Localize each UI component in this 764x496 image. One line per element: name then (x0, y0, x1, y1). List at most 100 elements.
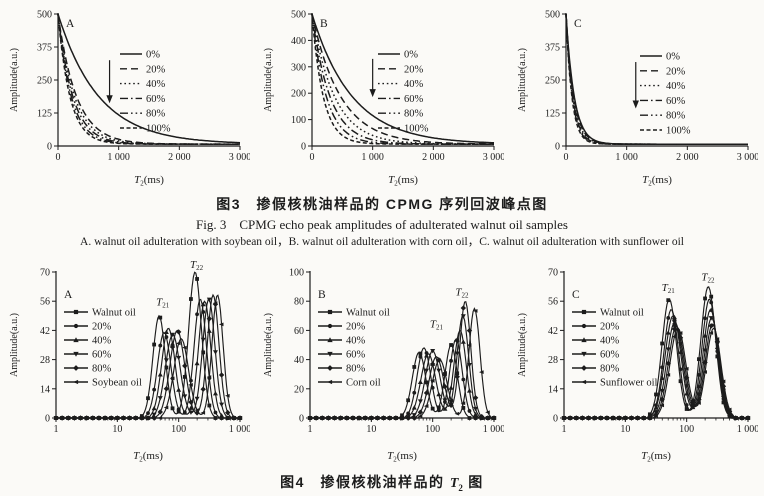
triangle-left-marker (647, 416, 652, 420)
triangle-up-marker (708, 307, 714, 312)
y-tick-label: 400 (291, 36, 306, 47)
triangle-left-marker (622, 416, 628, 420)
series-0% (565, 13, 748, 145)
series-Soybean oil (53, 294, 242, 420)
x-tick-label: 100 (679, 424, 694, 435)
y-tick-label: 70 (548, 268, 558, 279)
triangle-up-marker (157, 372, 163, 377)
triangle-left-marker (485, 410, 490, 415)
triangle-left-marker (472, 308, 478, 313)
y-axis-ticks: 0 14 28 42 56 70 (548, 268, 564, 425)
square-marker (158, 315, 163, 320)
series-100% (565, 13, 748, 145)
legend-label: Corn oil (346, 378, 381, 389)
triangle-up-marker (170, 341, 176, 346)
series-line (565, 13, 748, 145)
triangle-left-marker (163, 405, 169, 410)
y-tick-label: 60 (294, 326, 304, 337)
triangle-left-marker (182, 345, 187, 350)
y-axis-ticks: 0 20 40 60 80 100 (289, 268, 310, 425)
x-axis-ticks: 1 10 100 1 000 (308, 418, 504, 435)
circle-marker (176, 407, 181, 412)
triangle-left-marker (591, 416, 597, 420)
triangle-left-marker (126, 416, 132, 420)
legend: Walnut oil 20% 40% 60% 80% Corn oil (318, 308, 390, 389)
triangle-left-marker (573, 416, 579, 420)
series-line (311, 13, 495, 144)
fig3-caption-note: A. walnut oil adulteration with soybean … (80, 236, 684, 248)
triangle-left-marker (65, 416, 71, 420)
triangle-left-marker (733, 416, 738, 420)
triangle-left-marker (677, 331, 683, 335)
fig3-panel-b-chart: 0 100 200 300 400 500 0 1 000 2 000 3 000 Amplitud… (263, 10, 504, 188)
y-tick-label: 14 (548, 384, 558, 395)
triangle-left-marker (479, 370, 484, 375)
y-axis-title: Amplitude(a.u.) (263, 313, 274, 377)
square-marker (412, 365, 417, 369)
circle-marker (678, 367, 683, 372)
square-marker (170, 406, 175, 411)
y-tick-label: 0 (45, 414, 50, 425)
circle-marker (406, 411, 411, 416)
y-tick-label: 0 (553, 414, 558, 425)
triangle-down-marker (659, 388, 665, 394)
x-axis-ticks: 1 10 100 1 000 (562, 418, 758, 435)
triangle-left-marker (133, 416, 138, 420)
square-marker (327, 309, 333, 315)
square-marker (666, 298, 671, 303)
triangle-left-marker (745, 416, 750, 420)
legend-label: 60% (666, 96, 686, 107)
x-tick-label: 3 000 (229, 152, 250, 163)
square-marker (436, 405, 441, 410)
triangle-left-marker (380, 416, 386, 420)
circle-marker (581, 323, 587, 329)
square-marker (660, 341, 665, 346)
triangle-left-marker (53, 416, 58, 420)
legend-label: 40% (600, 336, 620, 347)
legend-label: 60% (404, 94, 424, 105)
triangle-left-marker (237, 416, 242, 420)
square-marker (703, 296, 707, 301)
circle-marker (684, 403, 689, 407)
series-60% (565, 13, 748, 145)
y-axis-title: Amplitude(a.u.) (9, 313, 20, 377)
y-axis-ticks: 0 14 28 42 56 70 (40, 268, 56, 425)
triangle-up-marker (219, 412, 225, 418)
x-tick-label: 1 (308, 424, 313, 435)
peak-label-21: T21 (430, 318, 444, 331)
x-tick-label: 10 (366, 424, 376, 435)
x-tick-label: 10 (620, 424, 630, 435)
triangle-up-marker (665, 330, 671, 335)
triangle-left-marker (726, 407, 732, 412)
triangle-down-marker (212, 350, 218, 355)
square-marker (684, 407, 689, 411)
legend-label: 40% (146, 79, 166, 90)
triangle-down-marker (206, 297, 212, 303)
triangle-left-marker (429, 378, 435, 383)
triangle-up-marker (151, 405, 157, 411)
series-0% (57, 13, 241, 144)
square-marker (152, 342, 157, 347)
y-tick-label: 250 (37, 76, 52, 87)
diamond-marker (442, 383, 448, 390)
legend-label: 100% (666, 126, 691, 137)
y-tick-label: 56 (40, 297, 50, 308)
triangle-left-marker (423, 404, 429, 408)
y-tick-label: 200 (291, 89, 306, 100)
circle-marker (195, 312, 199, 317)
triangle-up-marker (182, 410, 188, 415)
x-axis-title: T2(ms) (641, 450, 671, 464)
triangle-left-marker (114, 416, 120, 420)
y-tick-label: 40 (294, 355, 304, 366)
triangle-left-marker (120, 416, 126, 420)
circle-marker (213, 410, 218, 415)
square-marker (182, 374, 187, 379)
square-marker (176, 409, 181, 414)
circle-marker (146, 411, 150, 416)
legend: Walnut oil 20% 40% 60% 80% Soybean oil (64, 308, 142, 389)
series-20% (565, 13, 748, 145)
diamond-marker (429, 361, 436, 367)
panel-letter: B (318, 289, 326, 301)
y-tick-label: 300 (291, 62, 306, 73)
triangle-left-marker (561, 416, 566, 420)
